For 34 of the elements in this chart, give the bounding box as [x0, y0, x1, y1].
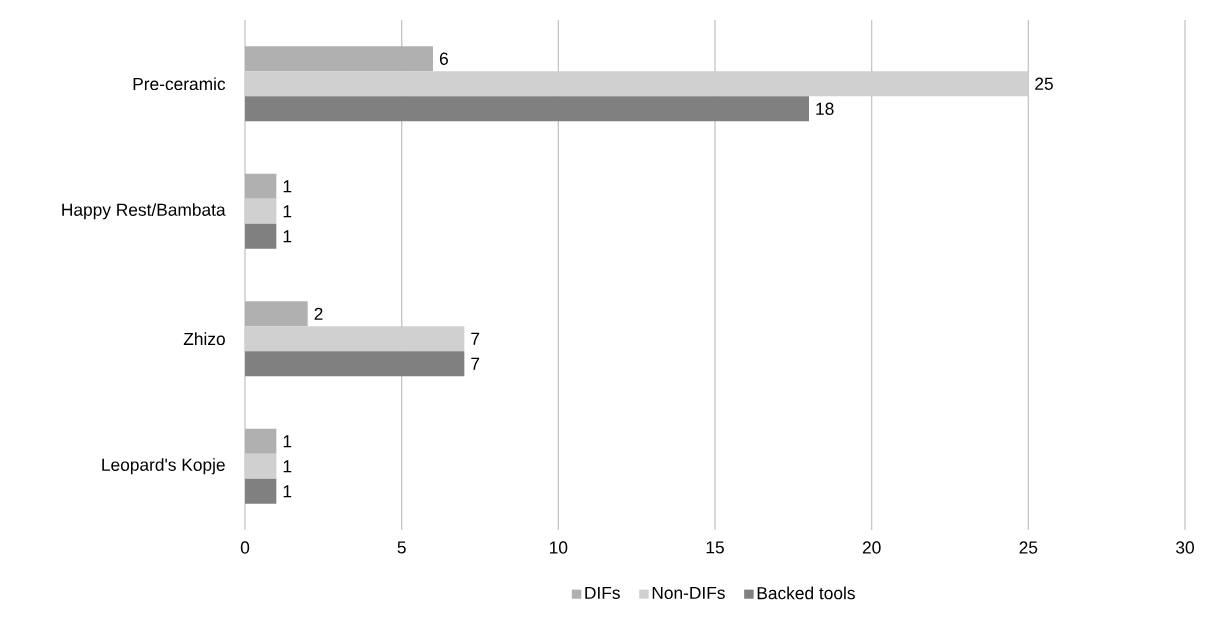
bar: [245, 428, 277, 454]
x-tick-label: 20: [862, 541, 881, 554]
data-label: 1: [283, 435, 292, 448]
data-label: 7: [471, 357, 480, 370]
data-label: 25: [1035, 77, 1053, 90]
bar: [245, 96, 810, 122]
x-tick-label: 30: [1176, 541, 1194, 554]
legend-label: Non-DIFs: [652, 586, 725, 600]
bar: [245, 478, 277, 504]
data-label: 1: [283, 485, 292, 498]
x-tick-label: 10: [550, 541, 568, 554]
legend-label: Backed tools: [757, 586, 855, 600]
bar: [245, 351, 465, 377]
bar: [245, 223, 277, 249]
legend-label: DIFs: [585, 586, 620, 600]
x-tick-label: 0: [240, 541, 250, 554]
y-tick-label: Pre-ceramic: [133, 77, 226, 91]
bar: [245, 46, 434, 72]
data-label: 1: [283, 180, 292, 193]
x-tick-label: 15: [706, 541, 724, 554]
bar: [245, 301, 308, 327]
data-label: 18: [816, 102, 834, 115]
x-tick-label: 25: [1019, 541, 1038, 554]
data-label: 6: [439, 52, 448, 65]
bar: [245, 173, 277, 199]
x-tick-label: 5: [397, 541, 406, 554]
data-label: 1: [283, 205, 292, 218]
y-tick-label: Zhizo: [183, 332, 225, 346]
data-label: 1: [283, 460, 292, 473]
data-label: 2: [314, 307, 323, 320]
y-tick-label: Leopard's Kopje: [102, 458, 225, 475]
y-tick-label: Happy Rest/Bambata: [62, 203, 226, 220]
data-label: 7: [471, 332, 480, 345]
data-label: 1: [283, 230, 292, 243]
